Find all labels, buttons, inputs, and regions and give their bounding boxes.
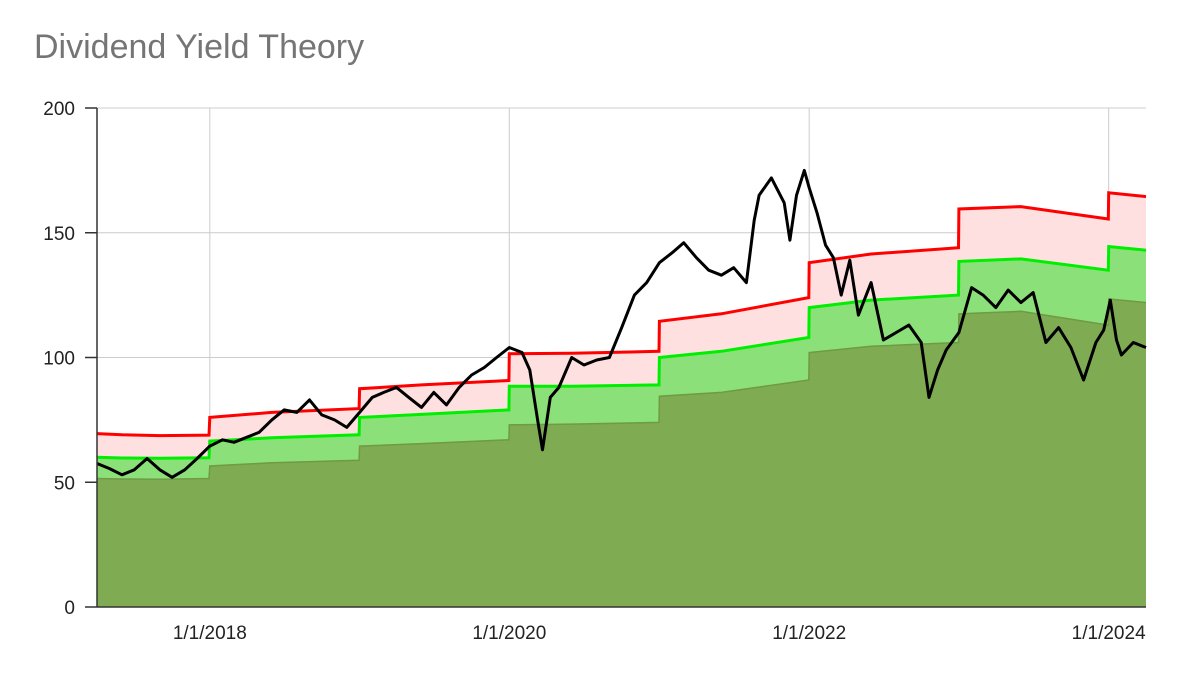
y-tick-label: 100 — [43, 349, 75, 370]
x-tick-label: 1/1/2022 — [772, 623, 846, 644]
x-tick-label: 1/1/2018 — [173, 623, 247, 644]
price-line — [96, 168, 1147, 479]
y-tick-label: 200 — [43, 99, 75, 120]
fair-value-line — [96, 244, 1147, 460]
fair-value-band-area — [97, 246, 1146, 480]
overvalued-band-area — [97, 192, 1146, 459]
y-tick-label: 0 — [64, 598, 75, 619]
axes — [85, 107, 1146, 608]
y-tick-label: 150 — [43, 224, 75, 245]
tick-labels: 0 50 100 150 200 1/1/2018 1/1/2020 1/1/2022 1/1/… — [43, 99, 1146, 644]
overvalued-line — [96, 191, 1147, 438]
chart-title: Dividend Yield Theory — [34, 28, 365, 66]
band-lines — [96, 168, 1147, 481]
band-areas — [97, 192, 1146, 607]
undervalued-band-area — [97, 298, 1146, 607]
undervalued-line — [96, 298, 1147, 481]
x-tick-label: 1/1/2020 — [472, 623, 546, 644]
y-tick-label: 50 — [54, 473, 75, 494]
x-tick-label: 1/1/2024 — [1072, 623, 1146, 644]
